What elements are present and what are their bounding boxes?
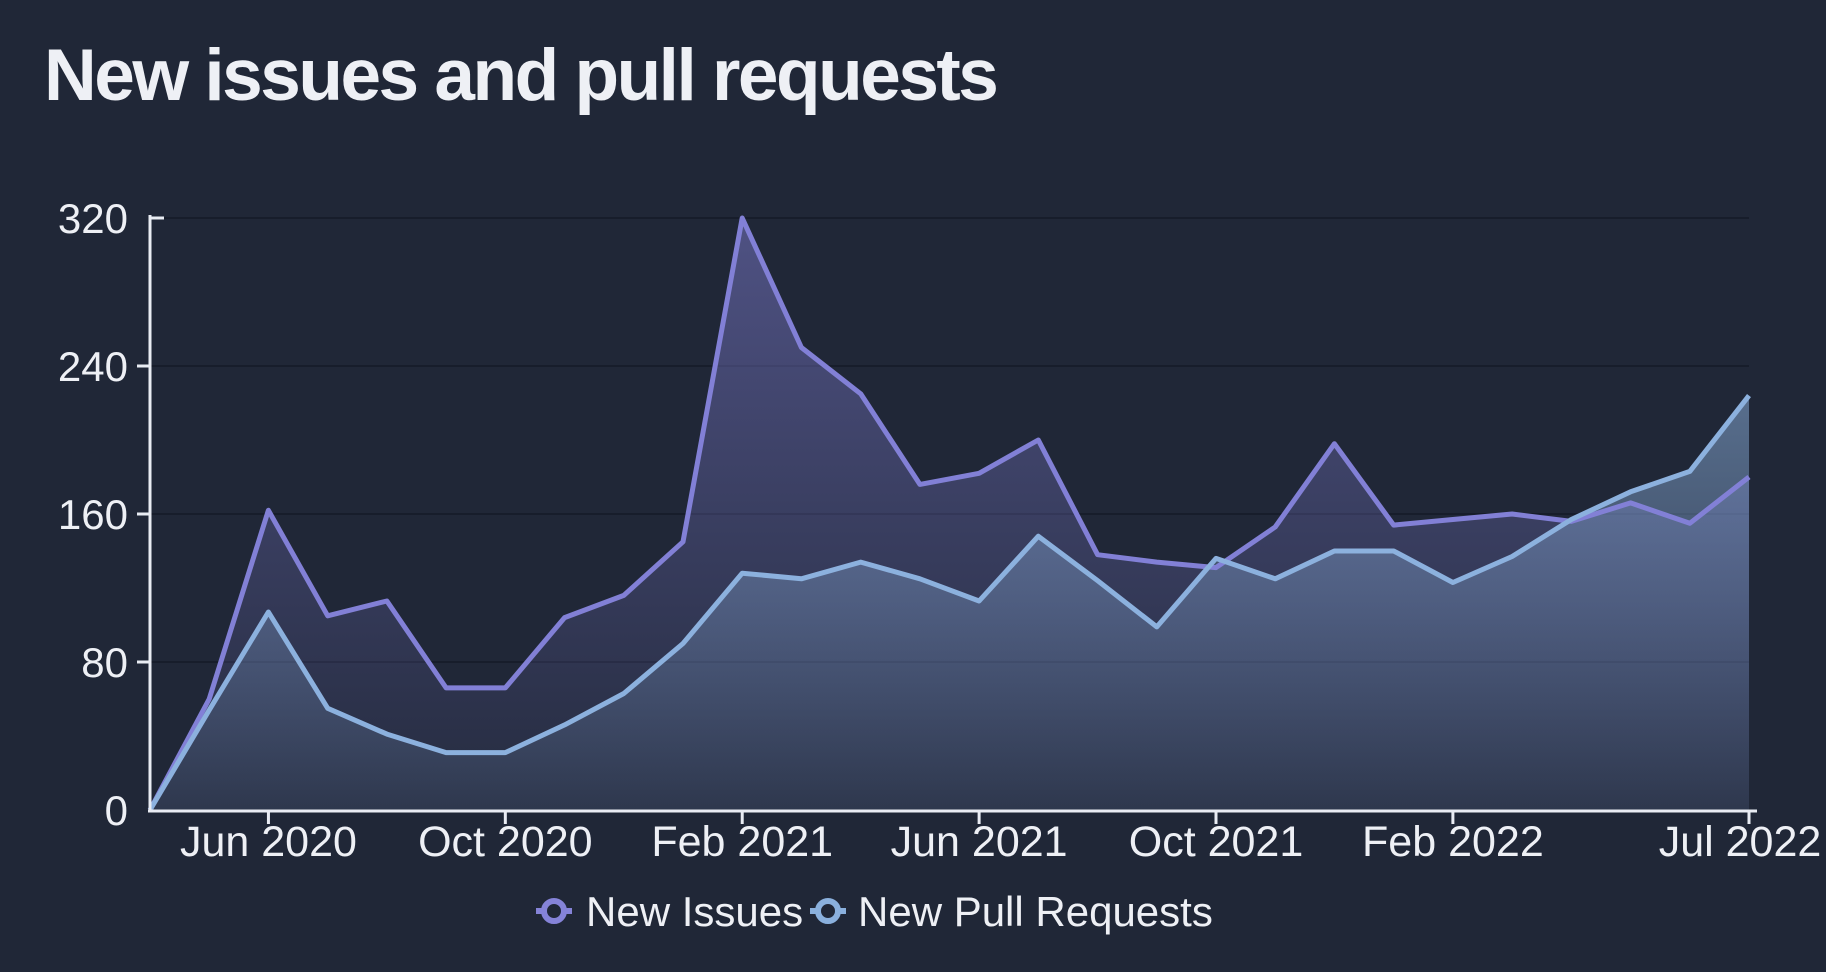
x-tick-label: Oct 2020 bbox=[418, 818, 593, 866]
chart-legend: New Issues New Pull Requests bbox=[536, 888, 1213, 935]
legend-marker-new-issues bbox=[541, 898, 567, 924]
x-axis-ticks: Jun 2020 Oct 2020 Feb 2021 Jun 2021 Oct 2021… bbox=[180, 811, 1821, 866]
y-tick-label: 0 bbox=[105, 787, 128, 834]
x-tick-label: Feb 2021 bbox=[651, 818, 833, 866]
series-lines bbox=[147, 215, 1751, 812]
y-tick-label: 240 bbox=[58, 343, 128, 390]
page-title: New issues and pull requests bbox=[44, 35, 996, 116]
x-tick-label: Feb 2022 bbox=[1362, 818, 1544, 866]
legend-marker-new-pull-requests bbox=[815, 898, 841, 924]
x-tick-label: Jun 2020 bbox=[180, 818, 357, 866]
x-tick-label: Jul 2022 bbox=[1659, 818, 1822, 866]
legend-item-new-pull-requests[interactable]: New Pull Requests bbox=[810, 888, 1213, 935]
x-tick-label: Oct 2021 bbox=[1129, 818, 1304, 866]
legend-item-new-issues[interactable]: New Issues bbox=[536, 888, 803, 935]
series-areas bbox=[150, 218, 1749, 810]
y-axis-ticks: 0 80 160 240 320 bbox=[58, 195, 164, 834]
x-tick-label: Jun 2021 bbox=[891, 818, 1068, 866]
y-tick-label: 320 bbox=[58, 195, 128, 242]
line-new-issues bbox=[147, 215, 1751, 812]
line-new-pull-requests bbox=[147, 394, 1751, 812]
area-new-pull-requests bbox=[150, 395, 1749, 810]
y-tick-label: 160 bbox=[58, 491, 128, 538]
legend-label-new-issues: New Issues bbox=[586, 888, 803, 935]
y-tick-label: 80 bbox=[81, 639, 128, 686]
legend-label-new-pull-requests: New Pull Requests bbox=[858, 888, 1213, 935]
